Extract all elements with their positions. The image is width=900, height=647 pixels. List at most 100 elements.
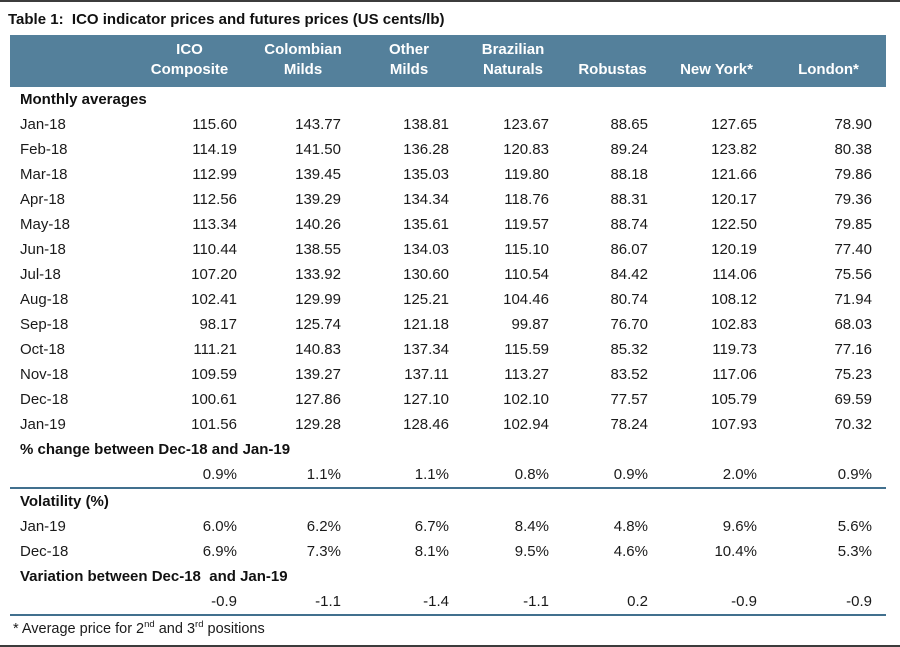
cell-value: 6.2% — [306, 518, 341, 535]
cell-value: 121.66 — [711, 166, 757, 183]
table-row: Sep-18 98.17 125.74 121.18 99.87 76.70 102.83 6… — [10, 312, 886, 337]
cell-value: -0.9 — [662, 589, 771, 616]
cell-value: 117.06 — [712, 366, 757, 383]
cell-value: 0.9% — [128, 462, 251, 489]
cell-value: 69.59 — [834, 391, 872, 408]
footnote-text: and 3 — [154, 621, 196, 637]
section-label: Volatility (%) — [20, 493, 109, 510]
section-label: Monthly averages — [20, 91, 147, 108]
cell-value: 120.17 — [711, 191, 757, 208]
row-label: Jun-18 — [20, 241, 66, 258]
cell-value: 89.24 — [610, 141, 648, 158]
cell-value: 70.32 — [834, 416, 872, 433]
cell-value: 125.74 — [295, 316, 341, 333]
cell-value: 139.45 — [295, 166, 341, 183]
cell-value: 99.87 — [511, 316, 549, 333]
row-label: Jul-18 — [20, 266, 61, 283]
cell-value: 1.1% — [355, 462, 463, 489]
table-row: Dec-18 100.61 127.86 127.10 102.10 77.57 105.7… — [10, 387, 886, 412]
column-header: Brazilian Naturals — [463, 35, 563, 87]
cell-value: 80.74 — [610, 291, 648, 308]
table-body: Monthly averages Jan-18 115.60 143.77 138.81… — [10, 87, 886, 616]
row-label — [10, 589, 128, 616]
cell-value: 101.56 — [191, 416, 237, 433]
cell-value: 102.41 — [191, 291, 237, 308]
cell-value: 108.12 — [711, 291, 757, 308]
cell-value: 7.3% — [306, 543, 341, 560]
cell-value: -1.1 — [463, 589, 563, 616]
cell-value: 129.28 — [295, 416, 341, 433]
header-row: ICO Composite Colombian Milds Other Milds Braz… — [10, 35, 886, 87]
cell-value: 78.24 — [610, 416, 648, 433]
cell-value: 138.55 — [295, 241, 341, 258]
column-header: Robustas — [563, 35, 662, 87]
cell-value: 130.60 — [403, 266, 449, 283]
cell-value: 75.56 — [834, 266, 872, 283]
cell-value: 0.9% — [771, 462, 886, 489]
table-row: Jan-19 101.56 129.28 128.46 102.94 78.24 107.9… — [10, 412, 886, 437]
column-header: Other Milds — [355, 35, 463, 87]
row-label: May-18 — [20, 216, 71, 233]
cell-value: 76.70 — [610, 316, 648, 333]
cell-value: 109.59 — [191, 366, 237, 383]
cell-value: 8.1% — [414, 543, 449, 560]
table-row: Jan-18 115.60 143.77 138.81 123.67 88.65 127.6… — [10, 112, 886, 137]
table-row: Jan-19 6.0% 6.2% 6.7% 8.4% 4.8% 9.6% 5.6% — [10, 514, 886, 539]
cell-value: 6.7% — [414, 518, 449, 535]
row-label: Nov-18 — [20, 366, 69, 383]
cell-value: 79.86 — [834, 166, 872, 183]
section-label: Variation between Dec-18 and Jan-19 — [20, 568, 288, 585]
ico-price-table: ICO Composite Colombian Milds Other Milds Braz… — [10, 35, 886, 616]
cell-value: 136.28 — [403, 141, 449, 158]
cell-value: 113.27 — [504, 366, 549, 383]
cell-value: 122.50 — [711, 216, 757, 233]
cell-value: 123.67 — [503, 116, 549, 133]
table-header: ICO Composite Colombian Milds Other Milds Braz… — [10, 35, 886, 87]
column-header — [10, 35, 128, 87]
cell-value: 107.20 — [191, 266, 237, 283]
cell-value: 78.90 — [834, 116, 872, 133]
table-row: -0.9 -1.1 -1.4 -1.1 0.2 -0.9 -0.9 — [10, 589, 886, 616]
cell-value: 114.19 — [192, 141, 237, 158]
cell-value: 125.21 — [403, 291, 449, 308]
cell-value: 137.11 — [404, 366, 449, 383]
cell-value: 102.94 — [503, 416, 549, 433]
cell-value: 2.0% — [662, 462, 771, 489]
cell-value: 5.3% — [837, 543, 872, 560]
table-row: Apr-18 112.56 139.29 134.34 118.76 88.31 120.1… — [10, 187, 886, 212]
cell-value: 8.4% — [514, 518, 549, 535]
table-row: May-18 113.34 140.26 135.61 119.57 88.74 122.5… — [10, 212, 886, 237]
cell-value: 115.60 — [192, 116, 237, 133]
cell-value: 119.57 — [504, 216, 549, 233]
table-title: Table 1: ICO indicator prices and future… — [8, 11, 445, 28]
cell-value: 129.99 — [295, 291, 341, 308]
cell-value: 107.93 — [711, 416, 757, 433]
row-label: Jan-19 — [20, 416, 66, 433]
cell-value: 140.26 — [295, 216, 341, 233]
cell-value: 83.52 — [610, 366, 648, 383]
cell-value: 121.18 — [403, 316, 449, 333]
table-row: Aug-18 102.41 129.99 125.21 104.46 80.74 108.1… — [10, 287, 886, 312]
cell-value: 4.6% — [613, 543, 648, 560]
cell-value: 110.44 — [192, 241, 237, 258]
table-row: Mar-18 112.99 139.45 135.03 119.80 88.18 121.6… — [10, 162, 886, 187]
row-label: Aug-18 — [20, 291, 69, 308]
cell-value: 9.6% — [722, 518, 757, 535]
cell-value: 0.9% — [563, 462, 662, 489]
cell-value: 77.57 — [610, 391, 648, 408]
cell-value: 0.2 — [563, 589, 662, 616]
cell-value: 77.16 — [834, 341, 872, 358]
cell-value: 88.18 — [610, 166, 648, 183]
row-label: Jan-18 — [20, 116, 66, 133]
cell-value: 115.59 — [504, 341, 549, 358]
cell-value: 84.42 — [610, 266, 648, 283]
cell-value: 133.92 — [295, 266, 341, 283]
table-row: Jul-18 107.20 133.92 130.60 110.54 84.42 114.0… — [10, 262, 886, 287]
cell-value: 0.8% — [463, 462, 563, 489]
cell-value: 139.29 — [295, 191, 341, 208]
cell-value: 75.23 — [834, 366, 872, 383]
table-row: Oct-18 111.21 140.83 137.34 115.59 85.32 119.7… — [10, 337, 886, 362]
cell-value: 134.34 — [403, 191, 449, 208]
row-label: Feb-18 — [20, 141, 68, 158]
